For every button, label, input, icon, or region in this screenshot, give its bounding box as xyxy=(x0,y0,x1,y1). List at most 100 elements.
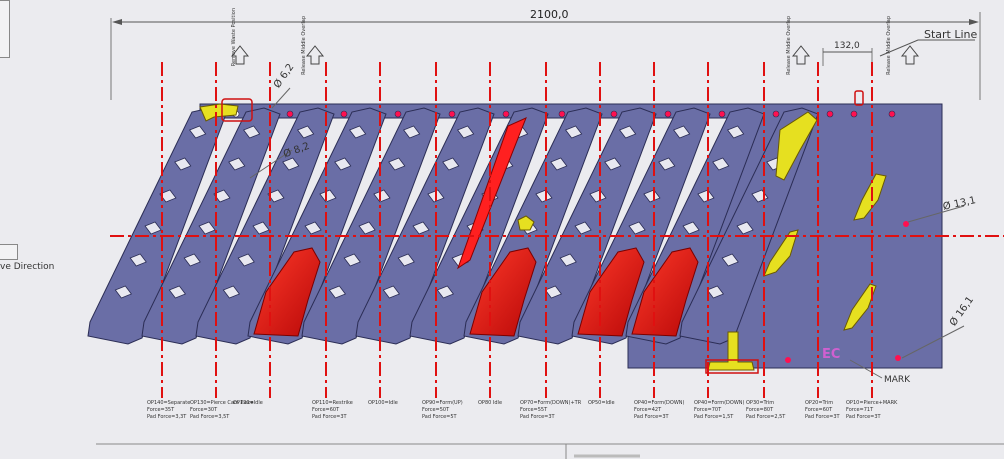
formed-region-8 xyxy=(469,247,537,337)
station-note-line: OP40=Form(DOWN) xyxy=(634,400,685,406)
strip-parts xyxy=(87,107,909,363)
part-cutout xyxy=(736,221,754,235)
station-note-line: Force=30T xyxy=(190,407,218,413)
trim-scrap-3 xyxy=(763,229,799,277)
station-note-line: Force=60T xyxy=(312,407,340,413)
trim-scrap-1 xyxy=(199,103,239,122)
pilot-hole-9 xyxy=(664,110,672,118)
part-cutout xyxy=(189,125,207,139)
part-cutout xyxy=(442,157,460,171)
formed-region-11 xyxy=(631,247,699,337)
strip-part-10 xyxy=(571,107,711,345)
part-cutout xyxy=(174,157,192,171)
strip-part-5 xyxy=(301,107,441,345)
part-cutout xyxy=(544,285,562,299)
strip-part-7 xyxy=(409,107,549,345)
station-note-line: OP100=Idle xyxy=(368,400,398,406)
station-note-5: OP100=Idle xyxy=(368,400,398,407)
station-centerlines xyxy=(161,62,873,398)
trim-scrap-5 xyxy=(843,283,877,331)
station-note-line: OP120=Idle xyxy=(233,400,263,406)
move-direction-label: ve Direction xyxy=(0,262,55,272)
strip-part-11 xyxy=(625,107,765,345)
station-note-line: Force=35T xyxy=(147,407,175,413)
station-note-7: OP80 Idle xyxy=(478,400,502,407)
station-note-8: OP70=Form(DOWN)+TR Force=55T Pad Force=3T xyxy=(520,400,581,421)
start-line-label: Start Line xyxy=(924,28,978,41)
strip-part-3 xyxy=(195,107,335,345)
part-cutout xyxy=(727,125,745,139)
pilot-hole-13 xyxy=(850,110,858,118)
pilot-hole-11 xyxy=(772,110,780,118)
marker-label-4: Release Middle Overlap xyxy=(886,16,892,75)
strip-part-2 xyxy=(141,107,281,345)
part-cutout xyxy=(397,253,415,267)
part-cutout xyxy=(183,253,201,267)
part-cutout xyxy=(697,189,715,203)
trim-scrap-7 xyxy=(707,331,755,371)
part-cutout xyxy=(213,189,231,203)
station-note-6: OP90=Form(UP) Force=50T Pad Force=5T xyxy=(422,400,463,421)
station-note-1: OP140=Separate Force=35T Pad Force=3,3T xyxy=(147,400,190,421)
part-cutout xyxy=(328,285,346,299)
strip-part-9 xyxy=(517,107,657,345)
station-note-9: OP50=Idle xyxy=(588,400,615,407)
pilot-hole-7 xyxy=(558,110,566,118)
station-note-14: OP10=Pierce+MARK Force=71T Pad Force=3T xyxy=(846,400,897,421)
part-cutout xyxy=(297,125,315,139)
station-note-line: Pad Force=3,5T xyxy=(190,414,230,420)
part-cutout xyxy=(334,157,352,171)
marker-label-2: Release Middle Overlap xyxy=(301,16,307,75)
trim-scrap-6 xyxy=(517,215,535,231)
station-note-line: Force=70T xyxy=(694,407,722,413)
strip-part-6 xyxy=(355,107,495,345)
part-cutout xyxy=(682,221,700,235)
station-note-10: OP40=Form(DOWN) Force=42T Pad Force=3T xyxy=(634,400,684,421)
part-cutout xyxy=(237,253,255,267)
overall-dimension xyxy=(110,12,981,100)
station-note-line: Force=50T xyxy=(422,407,450,413)
pilot-hole-side-2 xyxy=(895,355,901,361)
part-cutout xyxy=(349,125,367,139)
station-note-line: Pad Force=5T xyxy=(422,414,457,420)
part-cutout xyxy=(168,285,186,299)
station-note-line: OP80 Idle xyxy=(478,400,503,406)
part-cutout xyxy=(712,157,730,171)
side-panel-fragment xyxy=(0,0,10,58)
trim-scrap-4 xyxy=(853,173,887,221)
part-cutout xyxy=(358,221,376,235)
station-note-line: Force=55T xyxy=(520,407,548,413)
marker-label-1: Remove Waste Position xyxy=(231,8,237,67)
station-note-3: OP120=Idle xyxy=(233,400,263,407)
part-cutout xyxy=(159,189,177,203)
up-arrow-icons xyxy=(230,45,920,65)
part-cutout xyxy=(267,189,285,203)
station-note-line: Force=60T xyxy=(805,407,833,413)
station-note-line: Pad Force=3,3T xyxy=(147,414,187,420)
station-note-line: OP70=Form(DOWN)+TR xyxy=(520,400,582,406)
station-note-line: Pad Force=3T xyxy=(805,414,840,420)
part-cutout xyxy=(574,221,592,235)
part-cutout xyxy=(658,157,676,171)
station-note-line: Pad Force=3T xyxy=(520,414,555,420)
part-cutout xyxy=(222,285,240,299)
strip-part-8 xyxy=(463,107,603,345)
marker-label-3: Release Middle Overlap xyxy=(786,16,792,75)
part-cutout xyxy=(382,285,400,299)
trim-scrap-2 xyxy=(775,111,818,181)
station-note-line: Pad Force=3T xyxy=(634,414,669,420)
station-note-13: OP20=Trim Force=60T Pad Force=3T xyxy=(805,400,840,421)
part-cutout xyxy=(114,285,132,299)
pilot-hole-4 xyxy=(394,110,402,118)
part-cutout xyxy=(619,125,637,139)
part-cutout xyxy=(604,157,622,171)
emboss-mark: EC xyxy=(822,347,840,362)
station-note-line: OP130=Pierce Cam Piece xyxy=(190,400,254,406)
station-note-11: OP40=Form(DOWN) Force=70T Pad Force=1,5T xyxy=(694,400,744,421)
part-cutout xyxy=(436,285,454,299)
station-note-line: Pad Force=1,5T xyxy=(694,414,734,420)
part-cutout xyxy=(643,189,661,203)
mark-label: MARK xyxy=(884,375,911,385)
pilot-hole-14 xyxy=(888,110,896,118)
start-line-leader xyxy=(879,39,975,57)
